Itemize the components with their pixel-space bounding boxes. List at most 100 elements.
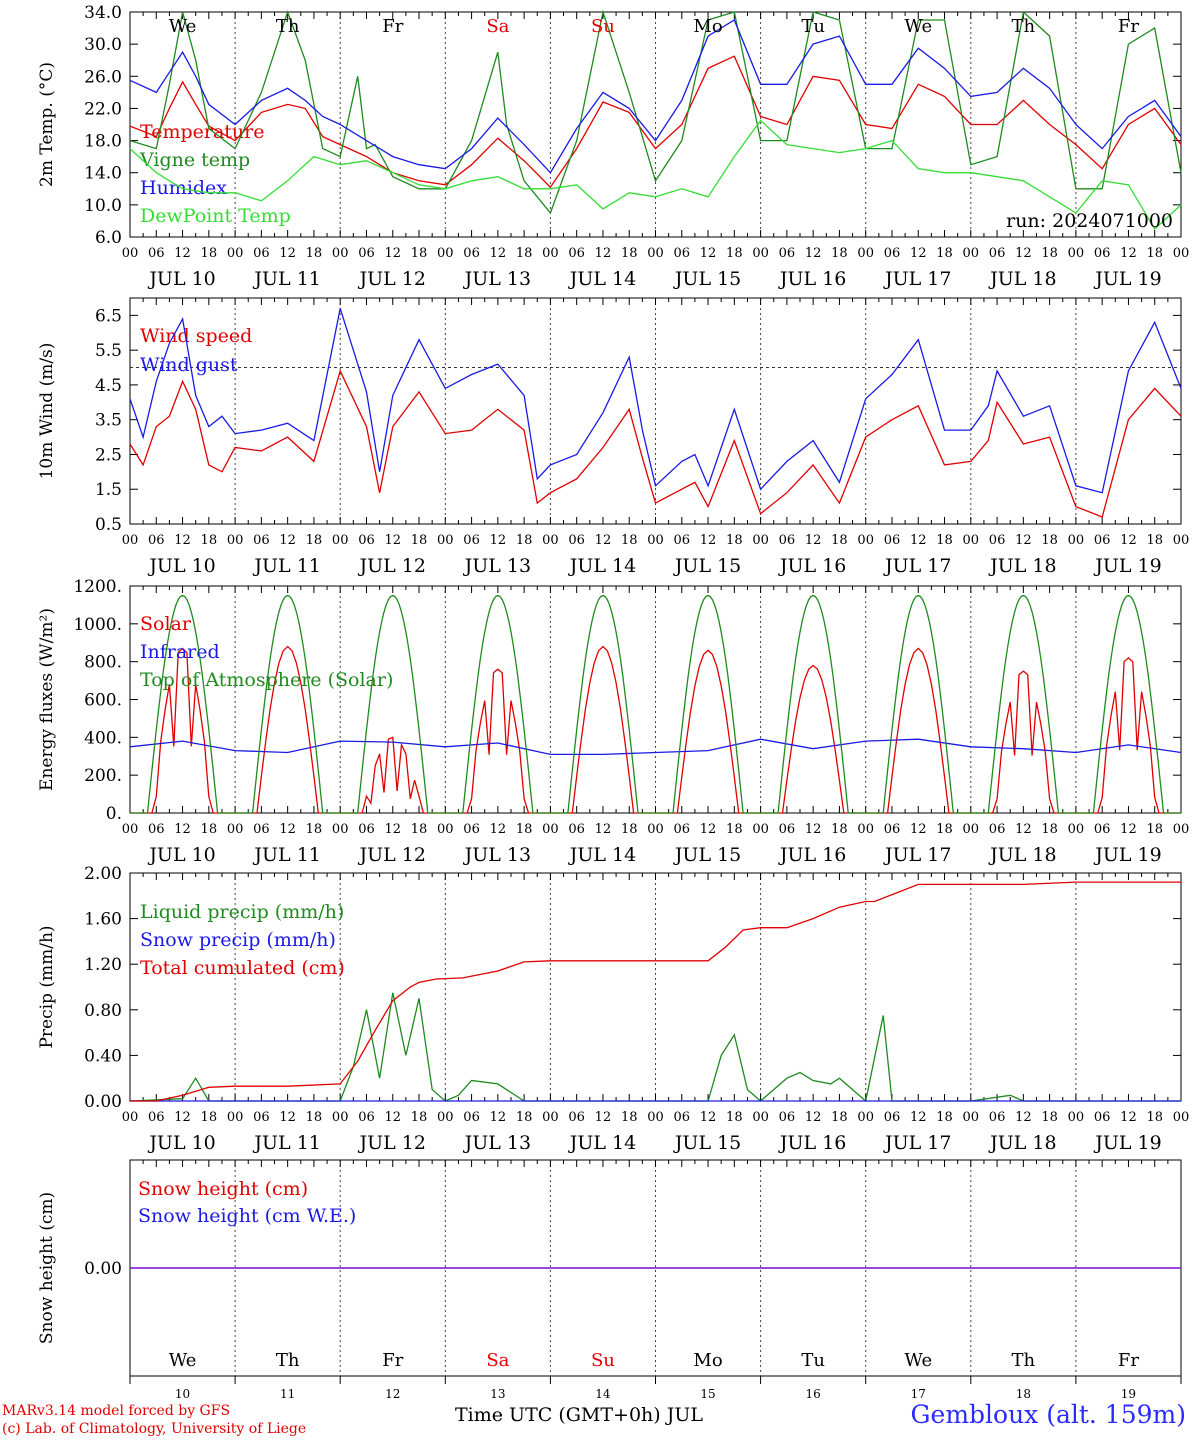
legend-entry: Total cumulated (cm)	[140, 957, 345, 979]
hour-label: 00	[752, 1110, 769, 1125]
weekday-label: Th	[1012, 16, 1036, 37]
date-label: JUL 16	[778, 268, 846, 290]
hour-label: 18	[411, 1110, 428, 1125]
hour-label: 00	[752, 533, 769, 548]
date-label: JUL 18	[988, 268, 1056, 290]
hour-label: 18	[306, 246, 323, 261]
hour-label: 06	[568, 533, 585, 548]
hour-label: 00	[1068, 533, 1085, 548]
date-label: JUL 19	[1093, 1132, 1161, 1154]
y-tick-label: 0.40	[84, 1046, 122, 1066]
hour-label: 00	[122, 1110, 139, 1125]
hour-label: 12	[700, 533, 717, 548]
hour-label: 06	[989, 533, 1006, 548]
hour-label: 12	[595, 1110, 612, 1125]
hour-label: 00	[1173, 1110, 1190, 1125]
hour-label: 18	[831, 246, 848, 261]
panel-frame	[129, 297, 1182, 525]
legend-entry: Humidex	[140, 177, 227, 199]
hour-label: 12	[1015, 246, 1032, 261]
hour-label: 00	[542, 1110, 559, 1125]
y-tick-label: 800.	[84, 653, 122, 673]
y-tick-label: 26.0	[84, 67, 122, 87]
hour-label: 12	[490, 533, 507, 548]
hour-label: 00	[437, 533, 454, 548]
weekday-label: Tu	[801, 16, 825, 37]
hour-label: 12	[174, 246, 191, 261]
hour-label: 12	[174, 822, 191, 837]
legend-entry: Infrared	[140, 641, 220, 663]
hour-label: 06	[463, 533, 480, 548]
hour-label: 06	[1094, 533, 1111, 548]
y-tick-label: 0.80	[84, 1001, 122, 1021]
hour-label: 12	[279, 533, 296, 548]
date-label: JUL 15	[673, 268, 741, 290]
hour-label: 00	[857, 533, 874, 548]
hour-label: 12	[595, 822, 612, 837]
hour-label: 00	[122, 246, 139, 261]
hour-label: 12	[1120, 822, 1137, 837]
hour-label: 12	[910, 533, 927, 548]
date-label: JUL 19	[1093, 555, 1161, 577]
date-label: JUL 13	[463, 1132, 531, 1154]
date-label: JUL 14	[568, 844, 636, 866]
hour-label: 18	[1146, 1110, 1163, 1125]
date-label: JUL 19	[1093, 844, 1161, 866]
legend-entry: Liquid precip (mm/h)	[140, 901, 344, 923]
day-number: 14	[595, 1387, 611, 1401]
date-label: JUL 14	[568, 268, 636, 290]
series-total-cumulated-cm	[130, 881, 1181, 1102]
hour-label: 06	[884, 533, 901, 548]
hour-label: 18	[1041, 246, 1058, 261]
day-number: 17	[911, 1387, 926, 1401]
series-vigne-temp	[129, 9, 1182, 215]
hour-label: 00	[332, 822, 349, 837]
hour-label: 00	[437, 822, 454, 837]
series-humidex	[129, 19, 1182, 174]
hour-label: 18	[411, 822, 428, 837]
hour-label: 12	[700, 1110, 717, 1125]
y-tick-label: 2.00	[84, 864, 122, 884]
date-label: JUL 12	[358, 268, 426, 290]
y-tick-label: 10.0	[84, 196, 122, 216]
date-label: JUL 17	[883, 844, 951, 866]
hour-label: 00	[1173, 822, 1190, 837]
hour-label: 18	[411, 246, 428, 261]
hour-label: 12	[1120, 1110, 1137, 1125]
weekday-label: Mo	[693, 1350, 722, 1371]
hour-label: 06	[148, 822, 165, 837]
hour-label: 00	[437, 246, 454, 261]
hour-label: 12	[174, 533, 191, 548]
y-tick-label: 6.5	[95, 306, 122, 326]
hour-label: 06	[253, 822, 270, 837]
day-number: 18	[1016, 1387, 1031, 1401]
y-tick-label: 1.5	[95, 480, 122, 500]
series-dewpoint-temp	[129, 119, 1182, 231]
hour-label: 06	[253, 533, 270, 548]
date-label: JUL 10	[147, 1132, 215, 1154]
hour-label: 06	[568, 1110, 585, 1125]
hour-label: 06	[358, 822, 375, 837]
hour-label: 18	[201, 822, 218, 837]
hour-label: 12	[805, 1110, 822, 1125]
weekday-label: Mo	[693, 16, 722, 37]
hour-label: 06	[779, 822, 796, 837]
y-axis-label: Snow height (cm)	[37, 1192, 57, 1344]
hour-label: 12	[805, 533, 822, 548]
hour-label: 00	[227, 533, 244, 548]
hour-label: 06	[148, 533, 165, 548]
date-label: JUL 14	[568, 1132, 636, 1154]
hour-label: 06	[989, 246, 1006, 261]
hour-label: 18	[306, 533, 323, 548]
legend-entry: Snow precip (mm/h)	[140, 929, 336, 951]
hour-label: 06	[884, 822, 901, 837]
hour-label: 06	[358, 1110, 375, 1125]
y-tick-label: 200.	[84, 766, 122, 786]
hour-label: 18	[621, 1110, 638, 1125]
weekday-label: Th	[1012, 1350, 1036, 1371]
hour-label: 12	[595, 533, 612, 548]
hour-label: 18	[201, 1110, 218, 1125]
hour-label: 00	[1173, 533, 1190, 548]
date-label: JUL 17	[883, 1132, 951, 1154]
hour-label: 18	[936, 822, 953, 837]
